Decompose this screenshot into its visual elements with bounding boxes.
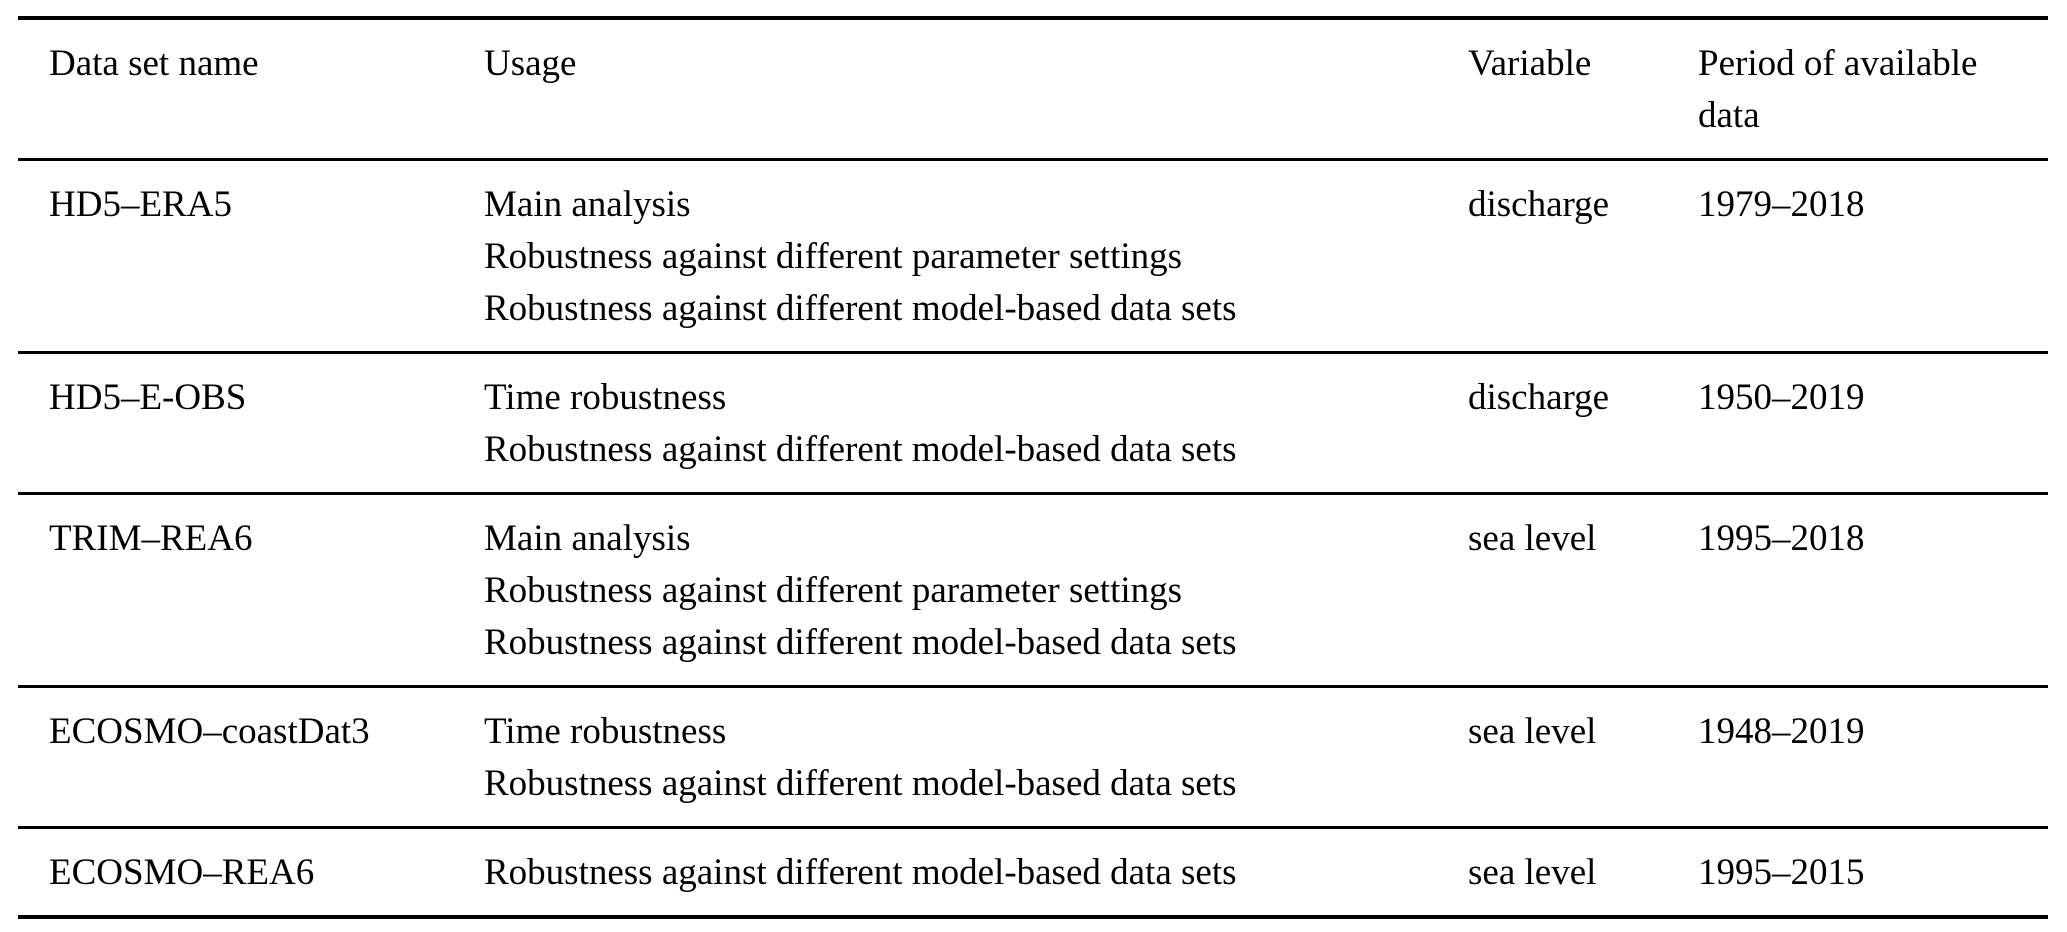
- usage-line: Robustness against different model-based…: [484, 429, 1237, 470]
- usage-cell: Time robustness Robustness against diffe…: [484, 353, 1468, 494]
- column-header-dataset-name: Data set name: [49, 43, 259, 84]
- table-row: ECOSMO–coastDat3 Time robustness Robustn…: [18, 686, 2048, 828]
- usage-line: Main analysis: [484, 518, 691, 559]
- period-cell: 1995–2018: [1698, 518, 1865, 559]
- dataset-name-cell: ECOSMO–REA6: [49, 852, 315, 893]
- dataset-name-cell: HD5–E-OBS: [49, 377, 247, 418]
- usage-line: Time robustness: [484, 377, 727, 418]
- usage-cell: Main analysis Robustness against differe…: [484, 494, 1468, 687]
- variable-cell: discharge: [1468, 184, 1610, 225]
- column-header-variable: Variable: [1468, 43, 1592, 84]
- table-row: HD5–ERA5 Main analysis Robustness agains…: [18, 160, 2048, 353]
- usage-cell: Main analysis Robustness against differe…: [484, 160, 1468, 353]
- usage-line: Robustness against different model-based…: [484, 852, 1237, 893]
- variable-cell: sea level: [1468, 852, 1597, 893]
- usage-cell: Robustness against different model-based…: [484, 828, 1468, 918]
- table-body: HD5–ERA5 Main analysis Robustness agains…: [18, 160, 2048, 918]
- dataset-name-cell: HD5–ERA5: [49, 184, 232, 225]
- usage-cell: Time robustness Robustness against diffe…: [484, 687, 1468, 828]
- usage-line: Robustness against different parameter s…: [484, 236, 1183, 277]
- column-header-period: Period of available data: [1698, 43, 1978, 136]
- usage-line: Robustness against different model-based…: [484, 288, 1237, 329]
- period-cell: 1950–2019: [1698, 377, 1865, 418]
- usage-line: Robustness against different model-based…: [484, 622, 1237, 663]
- table-header: Data set name Usage Variable Period of a…: [18, 18, 2048, 160]
- usage-line: Robustness against different parameter s…: [484, 570, 1183, 611]
- dataset-name-cell: ECOSMO–coastDat3: [49, 711, 370, 752]
- variable-cell: sea level: [1468, 518, 1597, 559]
- period-cell: 1995–2015: [1698, 852, 1865, 893]
- column-header-usage: Usage: [484, 43, 577, 84]
- usage-line: Time robustness: [484, 711, 727, 752]
- datasets-table: Data set name Usage Variable Period of a…: [18, 16, 2048, 919]
- usage-line: Main analysis: [484, 184, 691, 225]
- variable-cell: discharge: [1468, 377, 1610, 418]
- dataset-name-cell: TRIM–REA6: [49, 518, 253, 559]
- usage-line: Robustness against different model-based…: [484, 763, 1237, 804]
- period-cell: 1948–2019: [1698, 711, 1865, 752]
- table-row: TRIM–REA6 Main analysis Robustness again…: [18, 493, 2048, 687]
- period-cell: 1979–2018: [1698, 184, 1865, 225]
- table-row: HD5–E-OBS Time robustness Robustness aga…: [18, 352, 2048, 494]
- variable-cell: sea level: [1468, 711, 1597, 752]
- header-row: Data set name Usage Variable Period of a…: [18, 18, 2048, 160]
- table-row: ECOSMO–REA6 Robustness against different…: [18, 827, 2048, 918]
